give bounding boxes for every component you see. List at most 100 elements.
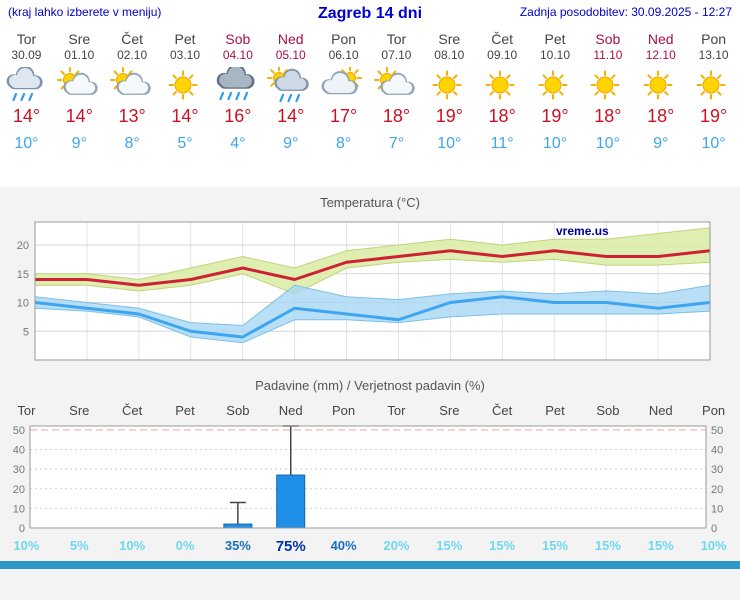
- max-temperature: 18°: [594, 106, 622, 127]
- day-name: Ned: [647, 31, 674, 47]
- day-name: Sre: [438, 31, 461, 47]
- svg-text:0: 0: [711, 523, 717, 535]
- precip-probability: 15%: [436, 538, 463, 554]
- min-temperature: 4°: [230, 135, 246, 153]
- day-date: 10.10: [540, 47, 571, 62]
- svg-text:30: 30: [711, 464, 723, 476]
- footer-bar: [0, 561, 740, 570]
- max-temperature: 14°: [277, 106, 305, 127]
- forecast-day-14[interactable]: Pon 13.10 19° 10°: [687, 31, 740, 153]
- day-name: Sob: [595, 31, 621, 47]
- precip-probability: 10%: [13, 538, 40, 554]
- precip-day-label: Sre: [69, 403, 90, 419]
- max-temperature: 18°: [647, 106, 675, 127]
- sunny-icon: [423, 67, 476, 105]
- forecast-day-3[interactable]: Čet 02.10 13° 8°: [106, 31, 159, 153]
- sunny-icon: [581, 67, 634, 105]
- max-temperature: 14°: [65, 106, 93, 127]
- day-date: 30.09: [11, 47, 42, 62]
- forecast-day-9[interactable]: Sre 08.10 19° 10°: [423, 31, 476, 153]
- precip-probability: 0%: [175, 538, 195, 554]
- sunny-icon: [476, 67, 529, 105]
- day-date: 04.10: [222, 47, 253, 62]
- precip-probability: 15%: [594, 538, 621, 554]
- day-date: 02.10: [117, 47, 148, 62]
- page-title: Zagreb 14 dni: [317, 5, 423, 22]
- sun-cloud-icon: [370, 67, 423, 105]
- sunny-icon: [634, 67, 687, 105]
- svg-text:vreme.us: vreme.us: [556, 224, 609, 238]
- forecast-day-8[interactable]: Tor 07.10 18° 7°: [370, 31, 423, 153]
- day-name: Tor: [16, 31, 37, 47]
- min-temperature: 5°: [177, 135, 193, 153]
- day-name: Čet: [121, 31, 144, 47]
- svg-text:40: 40: [13, 445, 25, 457]
- day-date: 05.10: [275, 47, 306, 62]
- precipitation-chart-title: Padavine (mm) / Verjetnost padavin (%): [255, 378, 485, 394]
- max-temperature: 18°: [488, 106, 516, 127]
- precip-probability: 15%: [647, 538, 674, 554]
- day-name: Pet: [174, 31, 196, 47]
- svg-text:5: 5: [23, 326, 29, 338]
- day-date: 01.10: [64, 47, 95, 62]
- max-temperature: 14°: [171, 106, 199, 127]
- svg-text:30: 30: [13, 464, 25, 476]
- max-temperature: 17°: [329, 106, 358, 127]
- forecast-day-7[interactable]: Pon 06.10 17° 8°: [317, 31, 370, 153]
- day-name: Tor: [386, 31, 407, 47]
- precip-probability: 10%: [700, 538, 727, 554]
- day-date: 12.10: [645, 47, 676, 62]
- min-temperature: 8°: [124, 135, 140, 153]
- precip-day-label: Ned: [648, 403, 673, 419]
- precipitation-chart: 0 0 10 10 20 20 30 30 40 40 50 50: [13, 425, 724, 535]
- cloud-sun-icon: [317, 67, 370, 105]
- svg-text:10: 10: [17, 298, 29, 310]
- day-date: 07.10: [381, 47, 412, 62]
- precip-day-label: Sob: [596, 403, 620, 419]
- precip-probability: 75%: [275, 538, 306, 556]
- forecast-day-4[interactable]: Pet 03.10 14° 5°: [159, 31, 212, 153]
- max-temperature: 16°: [224, 106, 252, 127]
- menu-hint: (kraj lahko izberete v meniju): [8, 5, 162, 19]
- sun-cloud-icon: [53, 67, 106, 105]
- day-name: Pet: [544, 31, 566, 47]
- svg-text:20: 20: [711, 484, 723, 496]
- day-date: 03.10: [169, 47, 201, 62]
- precip-day-label: Tor: [17, 403, 36, 419]
- forecast-day-2[interactable]: Sre 01.10 14° 9°: [53, 31, 106, 153]
- forecast-day-6[interactable]: Ned 05.10 14° 9°: [264, 31, 317, 153]
- svg-text:50: 50: [13, 425, 25, 437]
- forecast-day-10[interactable]: Čet 09.10 18° 11°: [476, 31, 529, 153]
- sunny-icon: [529, 67, 582, 105]
- temperature-chart-title: Temperatura (°C): [320, 195, 420, 211]
- svg-text:10: 10: [13, 504, 25, 516]
- precip-day-label: Čet: [122, 403, 143, 419]
- precip-day-label: Pon: [332, 403, 356, 419]
- heavy-rain-icon: [211, 67, 264, 105]
- charts-panel: Temperatura (°C) 5 10 15 20 vreme.us Padavin…: [0, 187, 740, 600]
- svg-text:20: 20: [13, 484, 25, 496]
- day-name: Pon: [701, 31, 727, 47]
- precip-probability: 40%: [330, 538, 357, 554]
- forecast-day-13[interactable]: Ned 12.10 18° 9°: [634, 31, 687, 153]
- last-update: Zadnja posodobitev: 30.09.2025 - 12:27: [519, 5, 732, 19]
- precipitation-day-labels: Tor Sre Čet Pet Sob Ned Pon Tor Sre Čet Pet Sob Ned P…: [0, 403, 740, 418]
- max-temperature: 18°: [382, 106, 411, 127]
- forecast-day-11[interactable]: Pet 10.10 19° 10°: [529, 31, 582, 153]
- precip-day-label: Sre: [439, 403, 460, 419]
- max-temperature: 19°: [435, 106, 463, 127]
- forecast-day-5[interactable]: Sob 04.10 16° 4°: [211, 31, 264, 153]
- header: (kraj lahko izberete v meniju) Zagreb 14…: [0, 0, 740, 23]
- precip-probability: 20%: [383, 538, 410, 554]
- min-temperature: 8°: [335, 135, 352, 153]
- min-temperature: 9°: [653, 135, 669, 153]
- svg-text:20: 20: [17, 240, 29, 252]
- forecast-day-1[interactable]: Tor 30.09 14° 10°: [0, 31, 53, 153]
- day-name: Čet: [491, 31, 514, 47]
- forecast-day-12[interactable]: Sob 11.10 18° 10°: [581, 31, 634, 153]
- min-temperature: 10°: [595, 135, 620, 153]
- min-temperature: 10°: [14, 135, 39, 153]
- precip-probability: 5%: [69, 538, 89, 554]
- sunny-icon: [687, 67, 740, 105]
